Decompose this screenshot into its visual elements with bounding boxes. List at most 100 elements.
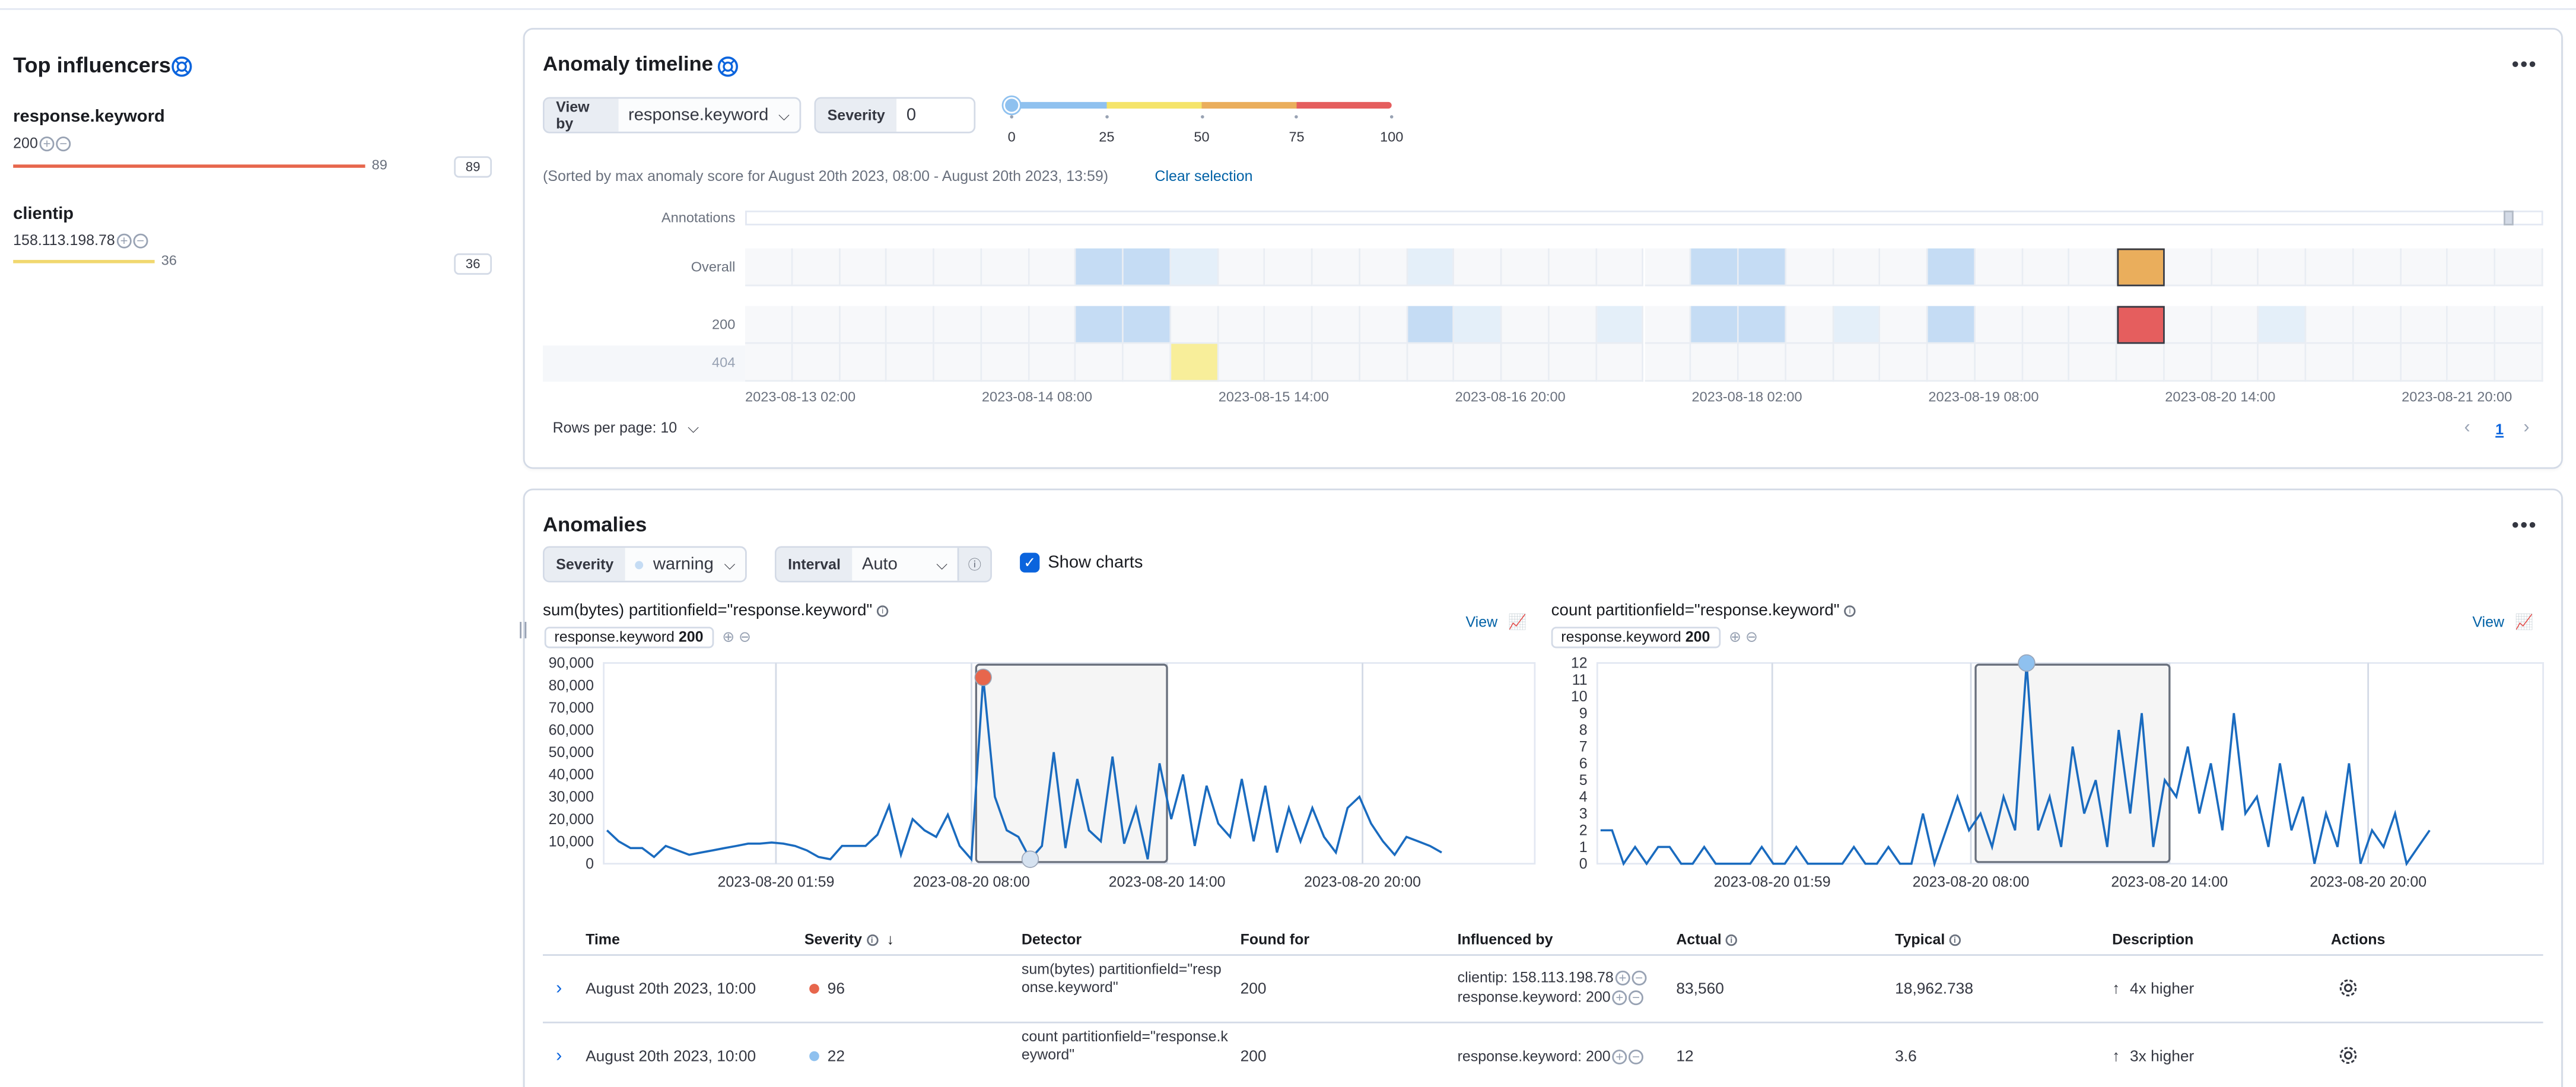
chart-1-title: sum(bytes) partitionfield="response.keyw… <box>542 602 889 621</box>
help-icon[interactable] <box>171 56 192 77</box>
row-time: August 20th 2023, 10:00 <box>586 980 756 999</box>
filter-add-icon[interactable]: + <box>116 234 132 249</box>
gear-icon[interactable] <box>2338 977 2359 999</box>
chart-1-title-text: sum(bytes) partitionfield="response.keyw… <box>542 602 873 621</box>
col-found-for[interactable]: Found for <box>1240 931 1310 948</box>
chevron-down-icon: ⌵ <box>936 555 948 572</box>
selected-range[interactable] <box>1974 663 2171 863</box>
view-by-label: View by <box>544 98 619 132</box>
col-severity[interactable]: Severity i ↓ <box>804 931 894 948</box>
resize-handle[interactable] <box>520 622 527 638</box>
timeline-menu-icon[interactable]: ••• <box>2511 52 2538 76</box>
col-influenced-by[interactable]: Influenced by <box>1457 931 1553 948</box>
x-tick-label: 2023-08-20 01:59 <box>717 873 834 890</box>
col-typical[interactable]: Typical i <box>1895 931 1961 948</box>
swimlane-cell <box>1644 344 1692 382</box>
row-influencer: response.keyword: 200 + − <box>1458 989 1644 1006</box>
interval-help-icon[interactable]: ⓘ <box>957 548 991 581</box>
expand-row-icon[interactable]: › <box>556 1046 562 1066</box>
col-actual[interactable]: Actual i <box>1676 931 1738 948</box>
show-charts-checkbox[interactable]: ✓ <box>1020 552 1040 573</box>
filter-remove-icon[interactable]: − <box>133 234 148 249</box>
arrow-up-icon: ↑ <box>2112 980 2120 999</box>
influencer-score: 89 <box>371 156 387 173</box>
info-icon[interactable]: i <box>1844 605 1856 617</box>
filter-add-icon[interactable]: + <box>1612 990 1627 1006</box>
filter-remove-icon[interactable]: − <box>1629 990 1644 1006</box>
swimlane-cell <box>2117 344 2165 382</box>
severity-dot <box>809 984 819 994</box>
slider-tick <box>1295 115 1299 119</box>
col-description[interactable]: Description <box>2112 931 2194 948</box>
filter-remove-icon[interactable]: − <box>56 136 71 152</box>
influencer-field-response-keyword: response.keyword <box>13 107 165 127</box>
swimlane-cell <box>2164 344 2212 382</box>
timeline-x-label: 2023-08-13 02:00 <box>745 388 856 405</box>
anomaly-marker[interactable] <box>974 668 992 686</box>
col-time[interactable]: Time <box>586 931 620 948</box>
y-tick-label: 7 <box>1579 739 1588 755</box>
anomaly-marker[interactable] <box>1021 850 1039 868</box>
y-tick-label: 80,000 <box>549 677 594 694</box>
view-by-select[interactable]: View by response.keyword ⌵ <box>542 97 802 134</box>
influencer-value[interactable]: 158.113.198.78 <box>13 231 115 249</box>
col-detector[interactable]: Detector <box>1021 931 1082 948</box>
x-tick-label: 2023-08-20 14:00 <box>1109 873 1226 890</box>
swimlane-cell <box>1502 248 1550 287</box>
entity-value: 200 <box>1685 628 1710 645</box>
row-severity: 22 <box>827 1048 845 1066</box>
swimlane-cell <box>1738 306 1786 344</box>
next-page-icon[interactable]: › <box>2523 418 2530 438</box>
severity-value[interactable]: 0 <box>896 98 974 132</box>
swimlane-cell <box>934 248 982 287</box>
influencer-score-bar <box>13 260 155 263</box>
swimlane-cell <box>887 344 934 382</box>
anomalies-menu-icon[interactable]: ••• <box>2511 513 2538 536</box>
swimlane-cell <box>1313 248 1360 287</box>
row-label-404[interactable]: 404 <box>712 354 736 370</box>
filter-add-icon[interactable]: + <box>1612 1050 1627 1065</box>
chart-2-view-link[interactable]: View 📈 <box>2472 614 2533 631</box>
sort-down-icon[interactable]: ↓ <box>886 931 895 948</box>
swimlane-cell <box>1691 306 1739 344</box>
filter-remove-icon[interactable]: − <box>1632 971 1647 986</box>
expand-row-icon[interactable]: › <box>556 978 562 999</box>
gear-icon[interactable] <box>2338 1045 2359 1066</box>
entity-filter-icons[interactable]: ⊕ ⊖ <box>722 628 751 645</box>
swimlane-cell <box>1265 248 1313 287</box>
info-icon[interactable]: i <box>876 605 889 617</box>
influencer-value-row: 200 + − <box>13 135 71 152</box>
severity-slider-handle[interactable] <box>1003 97 1020 114</box>
severity-select[interactable]: Severity warning ⌵ <box>542 546 747 583</box>
rows-per-page-select[interactable]: Rows per page: 10 ⌵ <box>553 419 699 437</box>
swimlane-cell <box>1833 306 1881 344</box>
entity-filter-icons[interactable]: ⊕ ⊖ <box>1729 628 1758 645</box>
interval-value: Auto <box>861 554 898 574</box>
chart-1-view-link[interactable]: View 📈 <box>1465 614 1526 631</box>
influencer-value[interactable]: 200 <box>13 135 38 152</box>
annotation-marker[interactable] <box>2504 210 2514 225</box>
row-influencer: clientip: 158.113.198.78 + − <box>1458 969 1647 986</box>
interval-select[interactable]: Interval Auto ⌵ ⓘ <box>774 546 992 583</box>
chart-1-entity: response.keyword 200 <box>544 627 714 649</box>
sum-bytes-chart[interactable]: 0 10,000 20,000 30,000 40,000 50,000 60,000 70,… <box>543 650 1538 897</box>
row-label-200[interactable]: 200 <box>712 316 736 333</box>
severity-slider-track[interactable] <box>1012 101 1392 109</box>
filter-add-icon[interactable]: + <box>1615 971 1630 986</box>
clear-selection-link[interactable]: Clear selection <box>1155 167 1253 185</box>
swimlane-cell <box>792 344 840 382</box>
anomaly-marker[interactable] <box>2018 654 2036 672</box>
swimlane-cell <box>745 248 793 287</box>
filter-add-icon[interactable]: + <box>39 136 55 152</box>
page-number-button[interactable]: 1 <box>2495 421 2504 438</box>
y-tick-label: 2 <box>1579 822 1588 839</box>
swimlane-cell <box>745 306 793 344</box>
help-icon[interactable] <box>717 56 739 77</box>
swimlane-cell <box>1029 248 1077 287</box>
show-charts-label[interactable]: Show charts <box>1048 552 1143 573</box>
selected-range[interactable] <box>975 663 1168 863</box>
prev-page-icon[interactable]: ‹ <box>2464 418 2470 438</box>
filter-remove-icon[interactable]: − <box>1629 1050 1644 1065</box>
severity-threshold-input[interactable]: Severity 0 <box>814 97 976 134</box>
